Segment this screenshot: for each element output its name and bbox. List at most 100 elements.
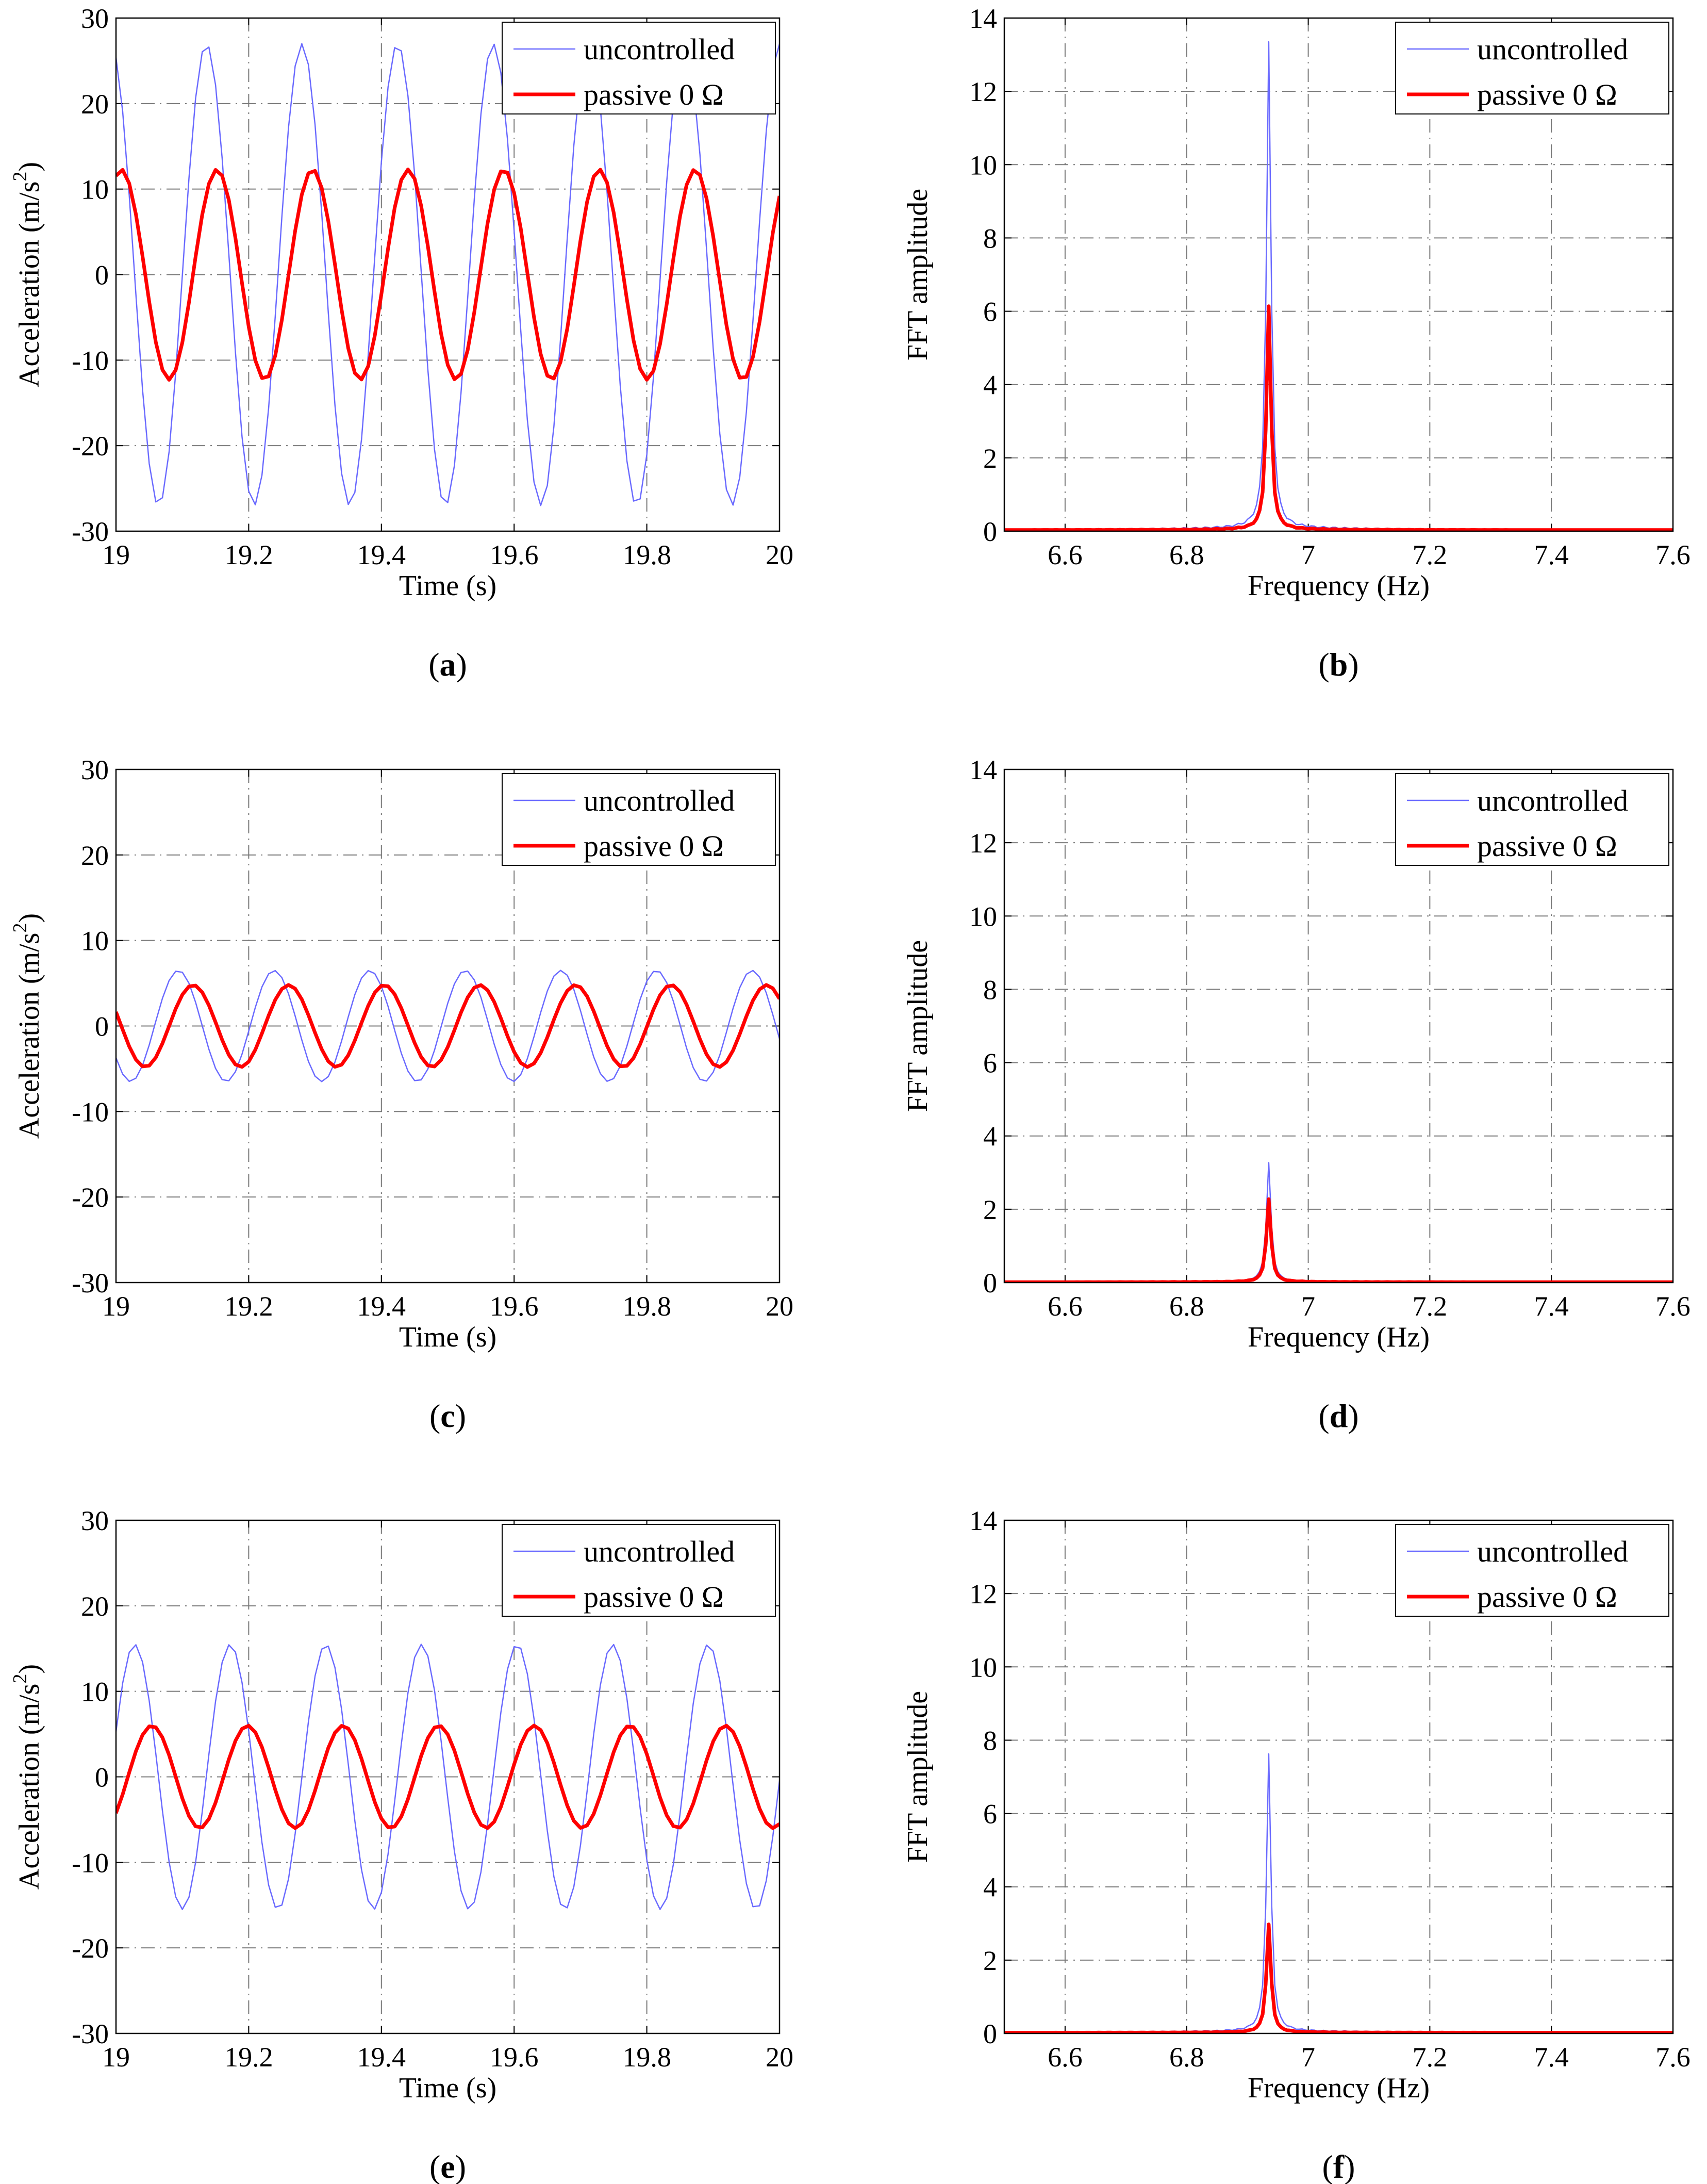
x-tick-label: 7.6 [1655, 1291, 1691, 1322]
series-line-passive [116, 1723, 780, 1830]
x-tick-label: 20 [766, 2042, 793, 2073]
y-axis-label: FFT amplitude [902, 940, 934, 1112]
x-axis-label: Time (s) [399, 2072, 496, 2104]
caption-close: ) [1348, 646, 1358, 683]
series-line-uncontrolled [116, 1644, 780, 1910]
legend-label: passive 0 Ω [1477, 78, 1617, 111]
caption-close: ) [455, 2148, 466, 2184]
y-tick-label: 2 [983, 443, 997, 474]
y-tick-label: 4 [983, 370, 997, 401]
panel-d: 6.6 6.8 7 7.2 7.4 7.6 0 2 4 6 8 10 12 14 uncontrolled p… [902, 754, 1691, 1434]
series-line-passive [116, 168, 780, 382]
legend-box [1395, 773, 1669, 866]
y-tick-label: 0 [95, 1011, 109, 1042]
legend-box [1395, 1524, 1669, 1617]
y-tick-label: 10 [969, 901, 997, 932]
series-line-passive [116, 983, 780, 1069]
panel-b: 6.6 6.8 7 7.2 7.4 7.6 0 2 4 6 8 10 12 14 uncontrolled p… [902, 3, 1691, 683]
y-tick-label: -30 [72, 516, 109, 547]
caption-letter: e [440, 2148, 455, 2184]
y-tick-label: 0 [983, 2018, 997, 2049]
legend-label: uncontrolled [584, 1535, 735, 1568]
x-tick-label: 6.6 [1048, 2042, 1083, 2073]
legend-label: uncontrolled [584, 784, 735, 817]
y-tick-label: 4 [983, 1121, 997, 1152]
axes-frame [115, 768, 781, 1284]
x-tick-label: 19.8 [622, 2042, 671, 2073]
y-axis-label-close: ) [13, 913, 45, 923]
y-tick-label: 4 [983, 1872, 997, 1903]
legend-label: passive 0 Ω [584, 829, 724, 863]
x-tick-label: 19.8 [622, 1291, 671, 1322]
y-tick-label: 6 [983, 1799, 997, 1830]
y-tick-label: 14 [969, 1505, 997, 1536]
y-axis-label-close: ) [13, 162, 45, 172]
x-tick-label: 19.6 [490, 539, 539, 570]
y-tick-label: 10 [81, 174, 109, 205]
legend-label: uncontrolled [1477, 784, 1628, 817]
series-line-passive [1004, 304, 1673, 531]
y-axis-label-superscript: 2 [9, 172, 31, 182]
y-tick-label: 12 [969, 1579, 997, 1610]
x-axis-label: Frequency (Hz) [1248, 2072, 1430, 2104]
caption-open: ( [429, 1398, 440, 1434]
y-tick-label: -10 [72, 345, 109, 376]
y-tick-label: -20 [72, 1182, 109, 1213]
y-tick-label: 20 [81, 89, 109, 120]
caption-open: ( [429, 2148, 440, 2184]
panel-a: 19 19.2 19.4 19.6 19.8 20 -30 -20 -10 0 10 20 30 unco… [9, 3, 793, 683]
x-tick-label: 19 [102, 539, 130, 570]
x-tick-label: 7.4 [1534, 539, 1569, 570]
x-tick-label: 19.4 [357, 1291, 406, 1322]
panel-caption: (c) [429, 1398, 466, 1434]
caption-open: ( [1322, 2148, 1333, 2184]
y-tick-label: 0 [95, 1762, 109, 1793]
y-tick-label: 8 [983, 1725, 997, 1756]
y-axis-label: FFT amplitude [902, 189, 934, 360]
legend-label: uncontrolled [584, 32, 735, 66]
y-tick-label: 12 [969, 76, 997, 107]
y-tick-label: 14 [969, 754, 997, 785]
y-tick-label: 30 [81, 3, 109, 34]
y-tick-label: 20 [81, 1591, 109, 1622]
axes-frame [1003, 17, 1674, 532]
caption-letter: b [1330, 646, 1348, 683]
x-axis-label: Frequency (Hz) [1248, 1321, 1430, 1353]
y-tick-label: -30 [72, 2018, 109, 2049]
x-tick-label: 19 [102, 2042, 130, 2073]
x-tick-label: 19.4 [357, 539, 406, 570]
y-axis-label-superscript: 2 [9, 1674, 31, 1684]
axes-frame [115, 1519, 781, 2034]
x-axis-label: Frequency (Hz) [1248, 570, 1430, 602]
y-axis-label-close: ) [13, 1664, 45, 1674]
x-tick-label: 7.2 [1413, 2042, 1448, 2073]
y-axis-label: Acceleration (m/s2) [9, 162, 45, 387]
x-tick-label: 7.2 [1413, 1291, 1448, 1322]
y-tick-label: 14 [969, 3, 997, 34]
caption-open: ( [1318, 1398, 1329, 1434]
axes-frame [115, 17, 781, 532]
x-tick-label: 19.2 [224, 1291, 273, 1322]
y-axis-label: FFT amplitude [902, 1691, 934, 1863]
y-axis-label: Acceleration (m/s2) [9, 1664, 45, 1890]
x-tick-label: 19.8 [622, 539, 671, 570]
axes-frame [1003, 768, 1674, 1284]
legend-box [502, 1524, 776, 1617]
y-axis-label-text: Acceleration (m/s [13, 182, 45, 388]
y-tick-label: 0 [95, 260, 109, 291]
caption-close: ) [455, 1398, 466, 1434]
panel-caption: (f) [1322, 2148, 1355, 2184]
series-line-passive [1004, 1923, 1673, 2033]
x-tick-label: 6.6 [1048, 539, 1083, 570]
y-tick-label: 6 [983, 1048, 997, 1079]
panel-f: 6.6 6.8 7 7.2 7.4 7.6 0 2 4 6 8 10 12 14 uncontrolled p… [902, 1505, 1691, 2184]
series-line-uncontrolled [116, 43, 780, 506]
y-axis-label-text: Acceleration (m/s [13, 933, 45, 1139]
y-tick-label: 0 [983, 516, 997, 547]
caption-close: ) [1348, 1398, 1358, 1434]
x-tick-label: 7.4 [1534, 1291, 1569, 1322]
y-tick-label: -30 [72, 1268, 109, 1299]
y-axis-label: Acceleration (m/s2) [9, 913, 45, 1139]
x-tick-label: 7.4 [1534, 2042, 1569, 2073]
legend-box [502, 22, 776, 114]
